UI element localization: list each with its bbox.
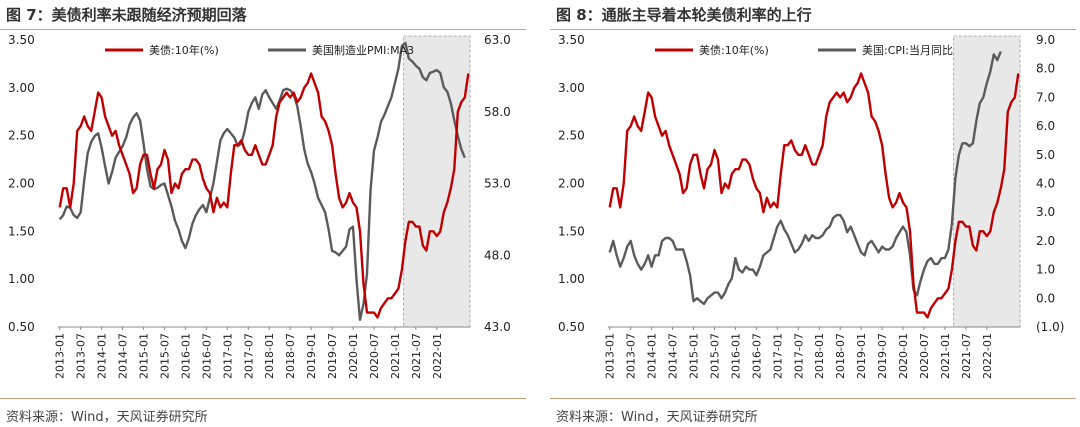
shaded-period — [403, 35, 471, 328]
x-tick-label: 2013-07 — [625, 333, 638, 379]
x-tick-label: 2022-01 — [431, 333, 444, 379]
y-right-tick-label: 58.0 — [484, 105, 511, 119]
x-tick-label: 2017-01 — [771, 333, 784, 379]
x-tick-label: 2020-07 — [918, 333, 931, 379]
y-right-tick-label: 1.0 — [1036, 263, 1055, 277]
x-tick-label: 2016-01 — [179, 333, 192, 379]
x-tick-label: 2014-07 — [667, 333, 680, 379]
x-tick-label: 2018-01 — [263, 333, 276, 379]
y-left-tick-label: 3.00 — [8, 81, 35, 95]
series-line-macro-indicator — [608, 51, 1002, 306]
x-tick-label: 2015-01 — [688, 333, 701, 379]
x-tick-label: 2019-01 — [855, 333, 868, 379]
x-tick-label: 2014-07 — [117, 333, 130, 379]
chart-panel-left: 图 7：美债利率未跟随经济预期回落 3.50 3.00 2.50 2.00 1.50 1.… — [0, 0, 530, 427]
y-right-tick-label: 2.0 — [1036, 234, 1055, 248]
x-tick-label: 2019-07 — [326, 333, 339, 379]
y-right-tick-label: (1.0) — [1036, 320, 1064, 334]
x-tick-label: 2018-01 — [813, 333, 826, 379]
x-tick-label: 2019-01 — [305, 333, 318, 379]
x-tick-label: 2017-07 — [792, 333, 805, 379]
x-tick-label: 2016-01 — [729, 333, 742, 379]
bottom-divider — [0, 398, 526, 399]
x-tick-label: 2013-01 — [54, 333, 67, 379]
x-tick-label: 2020-01 — [897, 333, 910, 379]
x-tick-label: 2013-07 — [75, 333, 88, 379]
y-left-tick-label: 2.50 — [558, 129, 585, 143]
y-left-tick-label: 1.50 — [558, 224, 585, 238]
x-tick-label: 2014-01 — [646, 333, 659, 379]
y-right-tick-label: 6.0 — [1036, 119, 1055, 133]
y-right-tick-label: 9.0 — [1036, 33, 1055, 47]
x-tick-label: 2013-01 — [604, 333, 617, 379]
x-tick-label: 2014-01 — [96, 333, 109, 379]
y-right-tick-label: 48.0 — [484, 248, 511, 262]
x-tick-label: 2018-07 — [834, 333, 847, 379]
x-tick-label: 2020-01 — [347, 333, 360, 379]
x-tick-label: 2021-07 — [410, 333, 423, 379]
line-chart-left: 3.50 3.00 2.50 2.00 1.50 1.00 0.50 63.0 58.0 53.0… — [8, 33, 511, 379]
x-tick-label: 2021-01 — [939, 333, 952, 379]
y-left-tick-label: 3.00 — [558, 81, 585, 95]
series-line-treasury-10y — [58, 72, 470, 319]
y-left-tick-label: 1.00 — [558, 272, 585, 286]
x-tick-label: 2021-01 — [389, 333, 402, 379]
chart-panel-right: 图 8：通胀主导着本轮美债利率的上行 3.50 3.00 2.50 2.00 1.50 1… — [550, 0, 1080, 427]
y-left-tick-label: 1.00 — [8, 272, 35, 286]
y-right-tick-label: 7.0 — [1036, 90, 1055, 104]
x-tick-label: 2017-01 — [221, 333, 234, 379]
x-tick-label: 2018-07 — [284, 333, 297, 379]
x-tick-label: 2015-01 — [138, 333, 151, 379]
x-tick-label: 2017-07 — [242, 333, 255, 379]
y-right-tick-label: 8.0 — [1036, 62, 1055, 76]
y-right-tick-label: 43.0 — [484, 320, 511, 334]
y-left-tick-label: 3.50 — [558, 33, 585, 47]
figure-title: 图 8：通胀主导着本轮美债利率的上行 — [556, 6, 812, 24]
x-tick-label: 2015-07 — [158, 333, 171, 379]
series-line-treasury-10y — [608, 72, 1020, 319]
line-chart-right: 3.50 3.00 2.50 2.00 1.50 1.00 0.50 9.0 8.0 7.0 6.0… — [558, 33, 1064, 379]
y-right-tick-label: 53.0 — [484, 177, 511, 191]
y-right-tick-label: 0.0 — [1036, 291, 1055, 305]
y-left-tick-label: 0.50 — [8, 320, 35, 334]
legend-label: 美国制造业PMI:MA3 — [312, 43, 414, 57]
x-tick-label: 2020-07 — [368, 333, 381, 379]
source-note: 资料来源：Wind，天风证券研究所 — [6, 410, 208, 425]
y-left-tick-label: 1.50 — [8, 224, 35, 238]
series-line-macro-indicator — [58, 41, 466, 321]
figure-title: 图 7：美债利率未跟随经济预期回落 — [6, 6, 247, 24]
legend-label: 美债:10年(%) — [149, 43, 219, 57]
y-right-tick-label: 5.0 — [1036, 148, 1055, 162]
bottom-divider — [550, 398, 1076, 399]
y-right-tick-label: 3.0 — [1036, 205, 1055, 219]
x-tick-label: 2016-07 — [200, 333, 213, 379]
y-left-tick-label: 2.00 — [8, 177, 35, 191]
x-tick-label: 2019-07 — [876, 333, 889, 379]
legend-label: 美国:CPI:当月同比 — [862, 43, 953, 57]
x-tick-label: 2016-07 — [750, 333, 763, 379]
y-left-tick-label: 3.50 — [8, 33, 35, 47]
legend-label: 美债:10年(%) — [699, 43, 769, 57]
y-right-tick-label: 4.0 — [1036, 177, 1055, 191]
source-note: 资料来源：Wind，天风证券研究所 — [556, 410, 758, 425]
top-divider — [550, 29, 1076, 30]
x-tick-label: 2021-07 — [960, 333, 973, 379]
top-divider — [0, 29, 526, 30]
x-tick-label: 2015-07 — [708, 333, 721, 379]
y-right-tick-label: 63.0 — [484, 33, 511, 47]
x-tick-label: 2022-01 — [981, 333, 994, 379]
y-left-tick-label: 0.50 — [558, 320, 585, 334]
y-left-tick-label: 2.00 — [558, 177, 585, 191]
y-left-tick-label: 2.50 — [8, 129, 35, 143]
